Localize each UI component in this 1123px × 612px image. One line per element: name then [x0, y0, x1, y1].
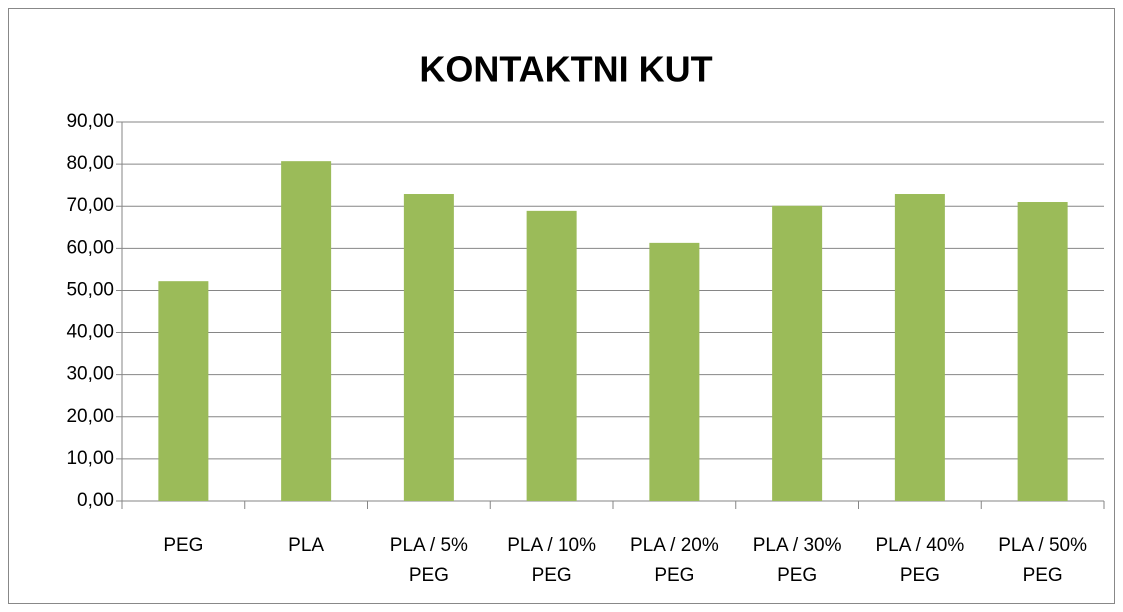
x-tick-label: PLA / 5% PEG [389, 535, 468, 586]
x-tick-label: PLA / 10% PEG [507, 535, 596, 586]
chart-title: KONTAKTNI KUT [419, 49, 712, 90]
x-tick-label: PLA / 30% PEG [752, 535, 842, 586]
y-tick-label: 10,00 [66, 448, 114, 469]
x-tick-label: PLA / 40% PEG [875, 535, 965, 586]
y-tick-label: 70,00 [66, 195, 114, 216]
bar [281, 161, 332, 501]
y-tick-label: 60,00 [66, 237, 114, 258]
x-tick-label: PEG [163, 535, 204, 556]
y-tick-label: 90,00 [66, 111, 114, 132]
y-tick-label: 50,00 [66, 279, 114, 300]
y-tick-label: 40,00 [66, 322, 114, 343]
bar [403, 194, 454, 501]
y-tick-label: 30,00 [66, 364, 114, 385]
x-tick-label: PLA / 20% PEG [630, 535, 719, 586]
y-tick-label: 80,00 [66, 153, 114, 174]
x-tick-label: PLA [288, 535, 325, 556]
y-tick-label: 0,00 [77, 490, 114, 511]
bar [894, 194, 945, 501]
bar [1017, 202, 1068, 501]
y-tick-label: 20,00 [66, 406, 114, 427]
x-tick-label: PLA / 50% PEG [998, 535, 1087, 586]
bar [649, 242, 700, 501]
bar [158, 281, 209, 501]
bar [772, 205, 823, 501]
bar [526, 210, 577, 502]
